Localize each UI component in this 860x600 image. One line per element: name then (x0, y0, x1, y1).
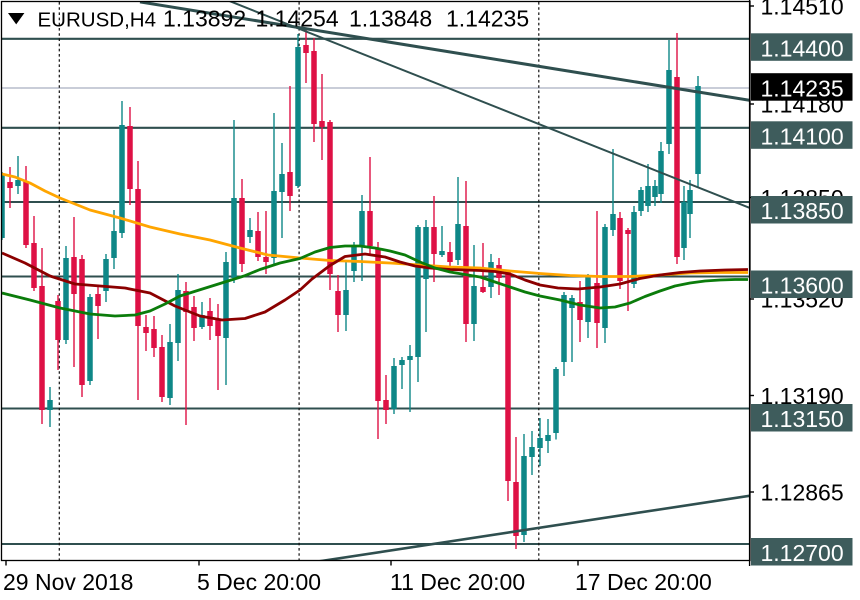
svg-text:5 Dec 20:00: 5 Dec 20:00 (197, 569, 321, 595)
svg-text:1.13150: 1.13150 (761, 406, 844, 432)
svg-text:1.14235: 1.14235 (446, 6, 529, 32)
svg-text:1.14100: 1.14100 (761, 124, 844, 150)
svg-text:1.12865: 1.12865 (761, 480, 844, 506)
svg-text:EURUSD,H4: EURUSD,H4 (38, 9, 156, 32)
svg-text:1.13892: 1.13892 (163, 6, 246, 32)
svg-text:1.12700: 1.12700 (761, 540, 844, 566)
svg-text:1.13600: 1.13600 (761, 273, 844, 299)
svg-text:1.14235: 1.14235 (761, 75, 844, 101)
svg-text:11 Dec 20:00: 11 Dec 20:00 (390, 569, 525, 595)
svg-text:1.14400: 1.14400 (761, 36, 844, 62)
svg-text:1.14254: 1.14254 (256, 6, 339, 32)
svg-text:1.14510: 1.14510 (761, 0, 844, 20)
svg-text:1.13850: 1.13850 (761, 198, 844, 224)
svg-text:1.13848: 1.13848 (349, 6, 432, 32)
svg-text:29 Nov 2018: 29 Nov 2018 (3, 569, 133, 595)
svg-text:17 Dec 20:00: 17 Dec 20:00 (575, 569, 712, 595)
